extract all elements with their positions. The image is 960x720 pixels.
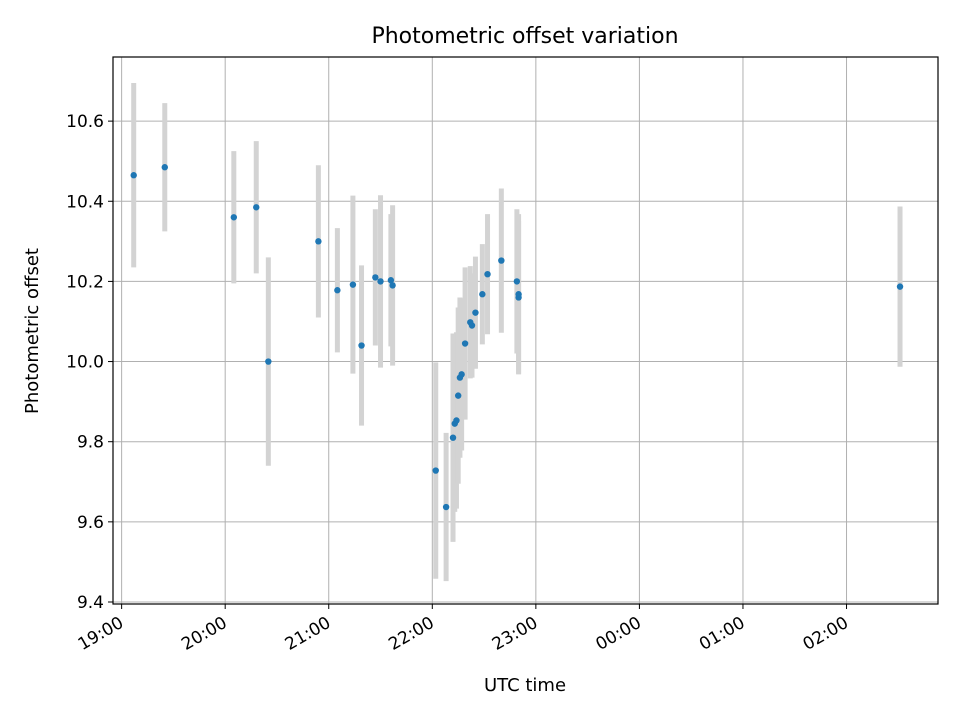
- data-point: [389, 282, 396, 289]
- y-tick-label: 10.4: [66, 192, 104, 212]
- data-point: [372, 274, 379, 281]
- data-point: [484, 270, 491, 278]
- data-point: [896, 283, 904, 290]
- data-point: [454, 392, 462, 399]
- y-axis-label: Photometric offset: [22, 248, 43, 414]
- y-tick-label: 9.8: [77, 433, 104, 453]
- data-point: [358, 342, 365, 349]
- y-tick-label: 10.6: [66, 112, 104, 132]
- data-point: [458, 371, 465, 378]
- y-tick-label: 10.2: [66, 272, 104, 292]
- x-tick-label: 02:00: [800, 613, 852, 655]
- x-axis-label: UTC time: [484, 675, 566, 696]
- x-tick-label: 19:00: [75, 613, 127, 655]
- x-tick-label: 22:00: [385, 613, 437, 655]
- x-tick-label: 21:00: [282, 613, 334, 655]
- y-tick-label: 10.0: [66, 353, 104, 373]
- plot-frame: [112, 56, 939, 605]
- data-point: [161, 164, 168, 171]
- data-point: [230, 214, 238, 221]
- data-point: [442, 503, 450, 511]
- data-point: [513, 278, 521, 285]
- data-point: [472, 309, 479, 316]
- x-tick-label: 23:00: [489, 613, 541, 655]
- chart-title: Photometric offset variation: [371, 24, 678, 49]
- data-point: [461, 340, 469, 347]
- data-point: [265, 358, 272, 365]
- data-point: [468, 322, 476, 329]
- data-point: [130, 172, 137, 179]
- x-tick-label: 20:00: [178, 613, 230, 655]
- data-point: [453, 417, 460, 424]
- data-point: [315, 238, 322, 245]
- x-tick-label: 01:00: [696, 613, 748, 655]
- data-point: [334, 287, 341, 294]
- data-point: [377, 278, 384, 285]
- data-point: [349, 281, 357, 288]
- data-point: [449, 434, 457, 441]
- data-point: [498, 257, 505, 264]
- data-point: [432, 467, 439, 474]
- y-tick-label: 9.6: [77, 513, 104, 533]
- data-point: [387, 277, 395, 284]
- data-point: [253, 204, 260, 211]
- data-point: [515, 291, 522, 298]
- data-point: [479, 291, 486, 298]
- x-tick-label: 00:00: [592, 613, 644, 655]
- y-tick-label: 9.4: [77, 593, 104, 613]
